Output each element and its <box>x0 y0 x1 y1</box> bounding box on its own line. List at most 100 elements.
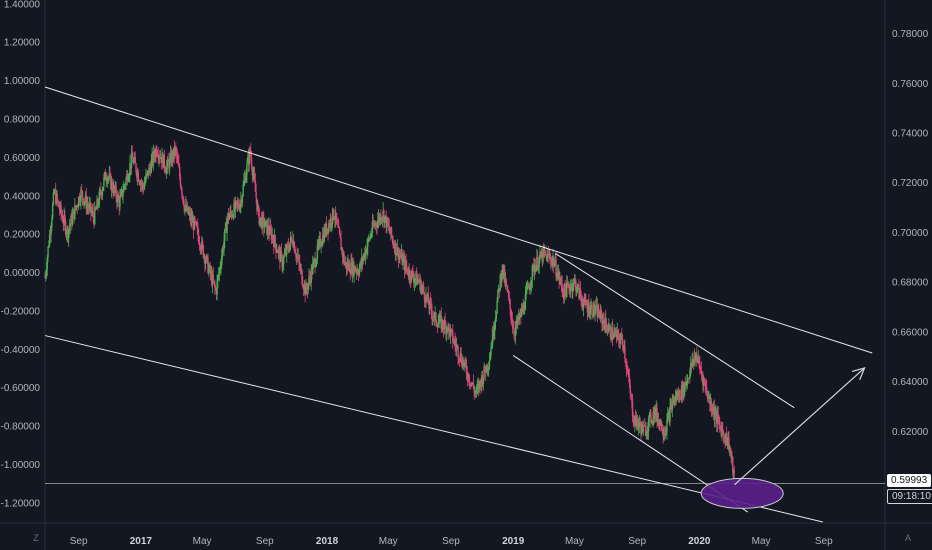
candle-body <box>77 206 79 208</box>
candle-body <box>730 453 732 459</box>
candle-body <box>651 420 654 423</box>
candle-body <box>468 382 471 384</box>
candle-body <box>155 148 157 158</box>
candle-body <box>527 284 530 288</box>
trendlines <box>44 86 885 523</box>
left-axis-tick-label: 1.40000 <box>4 0 41 10</box>
candle-body <box>519 311 521 317</box>
candle-body <box>287 245 289 250</box>
left-axis-tick-label: 0.20000 <box>4 230 41 241</box>
candle-body <box>556 276 558 278</box>
candle-body <box>90 212 93 214</box>
auto-scale-toggle-right[interactable]: A <box>904 533 911 543</box>
candle-body <box>689 370 691 379</box>
candle-body <box>395 243 397 256</box>
candle-body <box>289 236 292 244</box>
candle-body <box>46 257 48 270</box>
candle-body <box>259 219 261 225</box>
candle-body <box>116 194 119 203</box>
candle-body <box>494 318 497 323</box>
candle-body <box>543 248 545 252</box>
candle-body <box>107 178 110 179</box>
candle-body <box>481 375 484 384</box>
time-axis-tick-label: 2019 <box>502 536 525 547</box>
current-price-label: 0.59993 <box>887 474 932 488</box>
candle-body <box>663 433 665 436</box>
candle-body <box>353 265 355 276</box>
candle-body <box>93 216 95 225</box>
candle-body <box>340 238 342 251</box>
candle-body <box>54 190 56 192</box>
candle-body <box>512 326 514 328</box>
candle-body <box>90 203 92 213</box>
candle-body <box>344 262 347 265</box>
candle-body <box>312 263 314 275</box>
candle-body <box>674 398 677 402</box>
candle-body <box>334 217 336 220</box>
candle-body <box>329 218 332 226</box>
candle-body <box>211 272 213 285</box>
candle-body <box>591 305 593 316</box>
candle-body <box>439 315 441 322</box>
candle-body <box>496 300 498 314</box>
candle-body <box>275 244 277 252</box>
candle-body <box>451 329 453 331</box>
candle-body <box>370 232 373 236</box>
candle-body <box>628 374 630 377</box>
candle-body <box>573 279 576 281</box>
candle-body <box>604 317 606 330</box>
candle-body <box>68 229 70 239</box>
candle-body <box>244 177 247 183</box>
candle-body <box>130 153 133 169</box>
candle-body <box>103 177 105 187</box>
candle-body <box>234 200 237 210</box>
candle-body <box>122 192 124 197</box>
candle-body <box>471 382 474 385</box>
candle-body <box>686 378 689 383</box>
candle-body <box>384 215 387 217</box>
candle-body <box>605 317 607 326</box>
candle-body <box>697 358 700 361</box>
candle-body <box>624 346 626 359</box>
candle-body <box>300 268 302 271</box>
candle-body <box>664 431 667 436</box>
auto-scale-toggle-left[interactable]: Z <box>33 533 39 543</box>
candle-body <box>484 371 487 373</box>
candle-body <box>615 331 618 338</box>
candle-body <box>714 412 716 420</box>
candle-body <box>695 354 697 361</box>
candle-body <box>478 380 481 390</box>
candle-body <box>232 215 234 219</box>
candle-body <box>445 328 448 334</box>
candle-body <box>94 207 97 210</box>
candle-body <box>350 261 352 274</box>
candle-body <box>572 286 574 292</box>
candle-body <box>661 430 664 433</box>
candle-body <box>497 288 500 290</box>
candle-body <box>585 299 587 305</box>
candle-body <box>237 202 239 204</box>
time-axis-tick-label: Sep <box>256 536 274 547</box>
candle-body <box>359 262 361 269</box>
candle-body <box>262 215 264 218</box>
candle-body <box>69 224 71 227</box>
candle-body <box>126 174 129 182</box>
candle-body <box>603 322 605 330</box>
candle-body <box>457 346 459 358</box>
candle-body <box>181 189 183 196</box>
candle-body <box>214 282 216 288</box>
candle-body <box>45 269 48 274</box>
candle-body <box>709 395 711 404</box>
candle-body <box>199 245 202 250</box>
candle-body <box>129 163 131 175</box>
candle-body <box>608 325 611 327</box>
candle-body <box>425 294 427 303</box>
candle-body <box>185 204 188 211</box>
candle-body <box>295 253 297 257</box>
candle-body <box>49 233 52 235</box>
candle-body <box>189 212 192 221</box>
candle-body <box>595 304 598 306</box>
candle-body <box>279 250 282 262</box>
candle-body <box>347 262 349 268</box>
